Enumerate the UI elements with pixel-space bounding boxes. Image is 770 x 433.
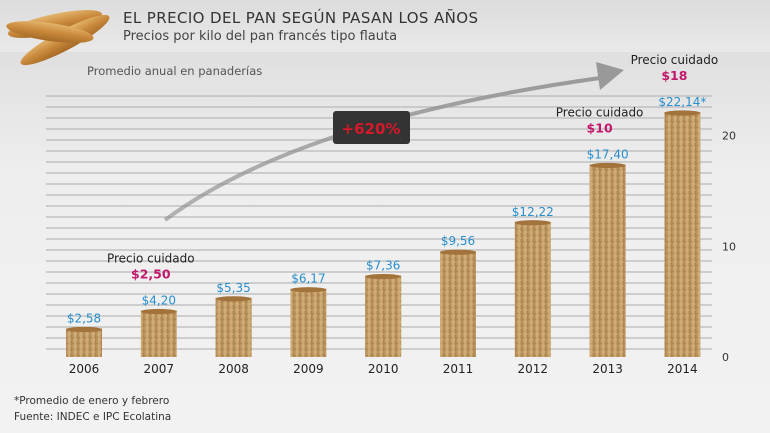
y-tick-label: 20 bbox=[722, 130, 736, 143]
bar-crust bbox=[66, 326, 102, 333]
bar bbox=[290, 288, 327, 357]
x-tick-label: 2012 bbox=[518, 362, 549, 376]
precio-cuidado-price: $2,50 bbox=[131, 267, 171, 282]
data-label: $12,22 bbox=[512, 205, 554, 219]
bar-crust bbox=[664, 110, 701, 116]
footnote: *Promedio de enero y febrero bbox=[14, 395, 170, 407]
chart-note: Promedio anual en panaderías bbox=[87, 64, 263, 78]
bar bbox=[589, 164, 626, 357]
precio-cuidado-price: $10 bbox=[587, 120, 613, 135]
bar-crust bbox=[290, 287, 327, 293]
chart-title: EL PRECIO DEL PAN SEGÚN PASAN LOS AÑOS bbox=[123, 9, 479, 27]
growth-badge-box bbox=[333, 111, 410, 144]
bar bbox=[140, 310, 177, 357]
bar-crust bbox=[589, 162, 626, 169]
x-tick-label: 2013 bbox=[592, 362, 623, 376]
x-tick-label: 2008 bbox=[218, 362, 249, 376]
data-label: $4,20 bbox=[142, 294, 176, 308]
header-band bbox=[0, 0, 770, 52]
y-axis-ticks: 0 10 20 bbox=[722, 130, 736, 364]
baguette-icon bbox=[6, 10, 110, 66]
bar bbox=[365, 275, 402, 357]
growth-badge-text: +620% bbox=[342, 120, 401, 138]
x-tick-label: 2009 bbox=[293, 362, 324, 376]
source-note: Fuente: INDEC e IPC Ecolatina bbox=[14, 411, 172, 423]
data-label: $17,40 bbox=[587, 147, 629, 161]
x-axis-labels: 2006 2007 2008 2009 2010 2011 2012 2013 2014 bbox=[69, 362, 698, 376]
growth-badge: +620% bbox=[333, 111, 410, 144]
precio-cuidado-label: Precio cuidado bbox=[556, 105, 644, 119]
growth-arrow-shaft bbox=[163, 76, 601, 222]
x-tick-label: 2011 bbox=[443, 362, 474, 376]
chart-subtitle: Precios por kilo del pan francés tipo fl… bbox=[123, 29, 398, 44]
x-tick-label: 2007 bbox=[144, 362, 175, 376]
data-label: $6,17 bbox=[291, 272, 325, 286]
bar bbox=[664, 111, 701, 357]
data-label: $22,14* bbox=[658, 95, 706, 109]
precio-cuidado-label: Precio cuidado bbox=[631, 53, 719, 67]
x-tick-label: 2010 bbox=[368, 362, 399, 376]
x-tick-label: 2014 bbox=[667, 362, 698, 376]
value-labels: $2,58 $4,20 $5,35 $6,17 $7,36 $9,56 $12,22 $17,… bbox=[67, 95, 707, 325]
bar-crust bbox=[365, 273, 402, 280]
data-label: $2,58 bbox=[67, 311, 101, 325]
bars bbox=[66, 110, 701, 357]
growth-arrow-head bbox=[596, 62, 624, 90]
x-tick-label: 2006 bbox=[69, 362, 100, 376]
y-tick-label: 10 bbox=[722, 240, 736, 253]
bar bbox=[215, 297, 252, 357]
data-label: $7,36 bbox=[366, 259, 400, 273]
precio-cuidado-label: Precio cuidado bbox=[107, 252, 195, 266]
bar-crust bbox=[440, 249, 476, 255]
bar-crust bbox=[215, 296, 252, 302]
bar bbox=[440, 251, 476, 357]
y-tick-label: 0 bbox=[722, 351, 729, 364]
data-label: $9,56 bbox=[441, 234, 475, 248]
bar bbox=[66, 328, 102, 357]
bar-crust bbox=[140, 308, 177, 315]
bar bbox=[514, 221, 551, 357]
precio-cuidado-price: $18 bbox=[661, 68, 687, 83]
data-label: $5,35 bbox=[216, 281, 250, 295]
bar-crust bbox=[514, 220, 551, 226]
